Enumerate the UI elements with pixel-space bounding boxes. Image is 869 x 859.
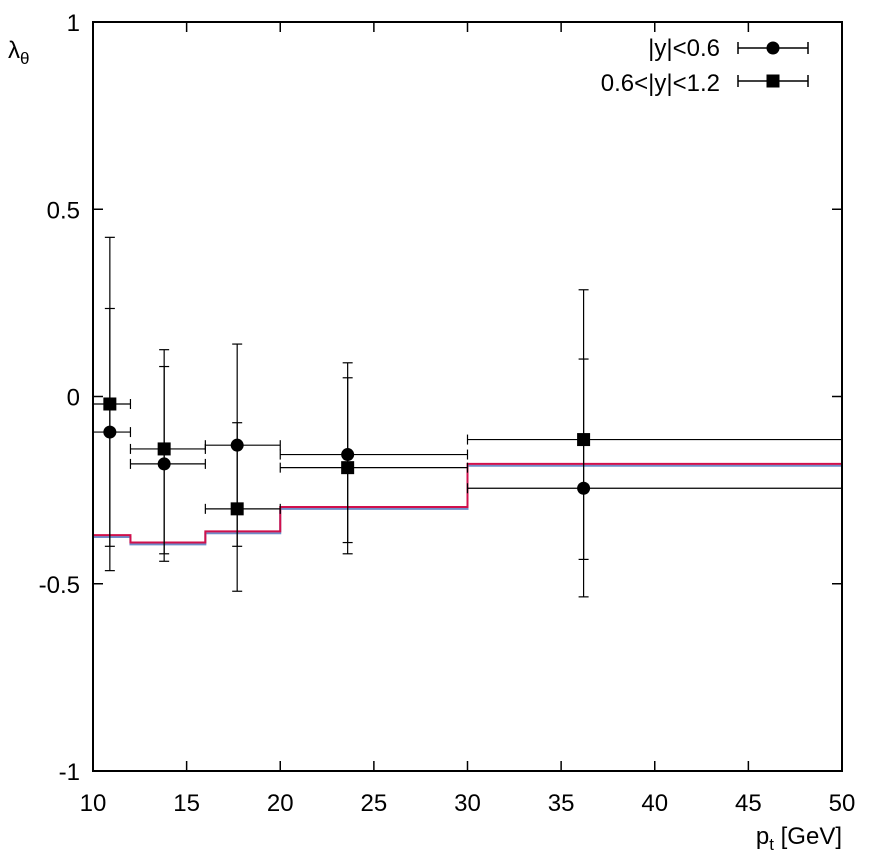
data-point-square xyxy=(103,397,117,411)
data-point-circle xyxy=(230,438,244,452)
prediction-red-step-line xyxy=(93,462,842,544)
legend: |y|<0.6 0.6<|y|<1.2 xyxy=(601,35,809,97)
legend-label-series-2: 0.6<|y|<1.2 xyxy=(601,70,720,97)
y-tick-label: -0.5 xyxy=(39,572,80,599)
x-tick-label: 30 xyxy=(454,790,481,817)
x-tick-label: 15 xyxy=(173,790,200,817)
data-point-circle xyxy=(577,481,591,495)
x-tick-label: 25 xyxy=(361,790,388,817)
x-tick-label: 20 xyxy=(267,790,294,817)
data-point-circle xyxy=(341,448,355,462)
x-axis-label: pt [GeV] xyxy=(756,823,842,854)
x-tick-label: 40 xyxy=(641,790,668,817)
plot-frame xyxy=(92,21,843,772)
data-point-circle xyxy=(157,457,171,471)
legend-sample-series-1 xyxy=(737,41,809,55)
data-point-square xyxy=(341,461,355,475)
y-tick-label: 0.5 xyxy=(47,197,80,224)
data-point-square xyxy=(577,433,591,447)
legend-sample-series-2 xyxy=(737,74,809,88)
legend-marker-circle xyxy=(766,41,780,55)
data-point-square xyxy=(157,442,171,456)
x-tick-label: 10 xyxy=(80,790,107,817)
x-axis-label-unit: [GeV] xyxy=(774,823,842,850)
y-axis-label-sub: θ xyxy=(20,49,29,68)
x-axis-label-main: p xyxy=(756,823,769,850)
y-axis-label: λθ xyxy=(8,37,29,68)
x-tick-label: 45 xyxy=(735,790,762,817)
x-tick-label: 50 xyxy=(829,790,856,817)
tick-labels: 10 15 20 25 30 35 40 45 50 -1 -0.5 0 0.5 1 xyxy=(39,10,856,817)
legend-label-series-1: |y|<0.6 xyxy=(648,35,720,62)
y-tick-label: 1 xyxy=(67,10,80,37)
y-tick-label: -1 xyxy=(59,759,80,786)
axis-ticks xyxy=(92,21,843,772)
y-axis-label-main: λ xyxy=(8,37,20,64)
data-markers xyxy=(103,397,591,516)
x-axis-label-sub: t xyxy=(769,835,774,854)
legend-marker-square xyxy=(766,74,780,88)
x-tick-label: 35 xyxy=(548,790,575,817)
y-tick-label: 0 xyxy=(67,385,80,412)
data-point-square xyxy=(230,502,244,516)
data-point-circle xyxy=(103,425,117,439)
